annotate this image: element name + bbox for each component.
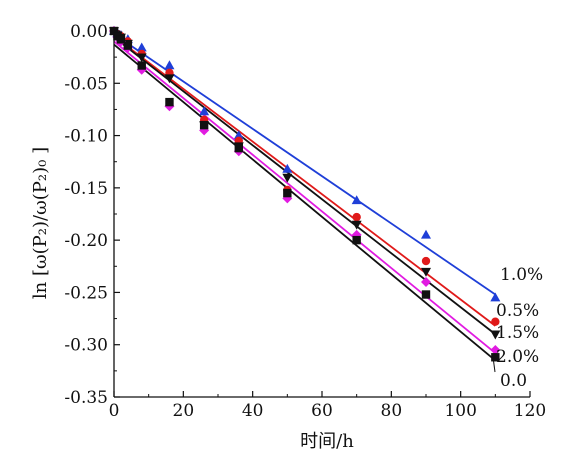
fit-lines: [113, 33, 496, 362]
data-point: [421, 229, 431, 239]
data-markers: [109, 25, 501, 362]
fit-line: [113, 43, 496, 362]
x-axis-title: 时间/h: [300, 431, 354, 452]
y-tick-label: -0.35: [64, 388, 108, 408]
y-tick-label: -0.05: [64, 74, 108, 94]
data-point: [352, 235, 361, 245]
label-leader-line: [492, 356, 496, 373]
data-point: [233, 130, 244, 140]
data-point: [421, 267, 431, 277]
data-point: [116, 35, 126, 44]
data-point: [491, 317, 500, 326]
fit-line: [113, 40, 496, 354]
data-point: [136, 53, 147, 63]
data-point: [421, 290, 431, 299]
series-label: 1.0%: [500, 265, 543, 285]
y-tick-label: -0.20: [64, 231, 108, 251]
data-point: [490, 344, 501, 355]
data-point: [490, 292, 501, 302]
y-tick-label: 0.00: [70, 22, 108, 42]
x-tick-label: 60: [311, 401, 333, 421]
x-tick-label: 100: [444, 401, 476, 421]
data-point: [421, 276, 431, 287]
data-point: [199, 106, 210, 116]
data-point: [352, 212, 361, 222]
data-point: [137, 61, 146, 70]
data-point: [164, 74, 175, 84]
fit-line: [113, 36, 496, 335]
data-point: [164, 60, 175, 70]
series-labels: 1.0% 0.5%1.5% 2.0% 0.0: [492, 265, 543, 391]
x-tick-label: 40: [242, 401, 264, 421]
data-point: [165, 97, 174, 107]
data-point: [123, 41, 133, 50]
x-tick-label: 80: [381, 401, 403, 421]
y-tick-label: -0.15: [64, 179, 108, 199]
series-label: 2.0%: [496, 347, 539, 367]
y-axis-title: ln [ω(P₂)/ω(P₂)₀ ]: [30, 147, 51, 299]
data-point: [282, 163, 293, 173]
y-tick-label: -0.30: [64, 336, 108, 356]
x-tick-label: 20: [173, 401, 195, 421]
data-point: [282, 173, 293, 183]
series-label: 0.5%: [496, 301, 539, 321]
data-point: [421, 256, 431, 266]
x-tick-label: 0: [109, 401, 120, 421]
data-point: [351, 220, 362, 230]
fit-line: [113, 33, 496, 296]
fit-line: [113, 35, 496, 327]
data-point: [136, 42, 147, 52]
data-point: [234, 143, 243, 153]
axes: 0 20 40 60 80 100 120 0.00 -0.05 -0.10 -0.15 -0.20 -…: [64, 22, 546, 421]
x-tick-label: 120: [514, 401, 546, 421]
data-point: [199, 120, 209, 130]
series-label: 0.0: [500, 371, 527, 391]
data-point: [351, 195, 362, 205]
data-point: [491, 353, 500, 362]
y-tick-label: -0.25: [64, 283, 108, 303]
series-label: 1.5%: [496, 323, 539, 343]
y-tick-label: -0.10: [64, 127, 108, 147]
data-point: [283, 188, 292, 198]
data-point: [490, 330, 501, 340]
